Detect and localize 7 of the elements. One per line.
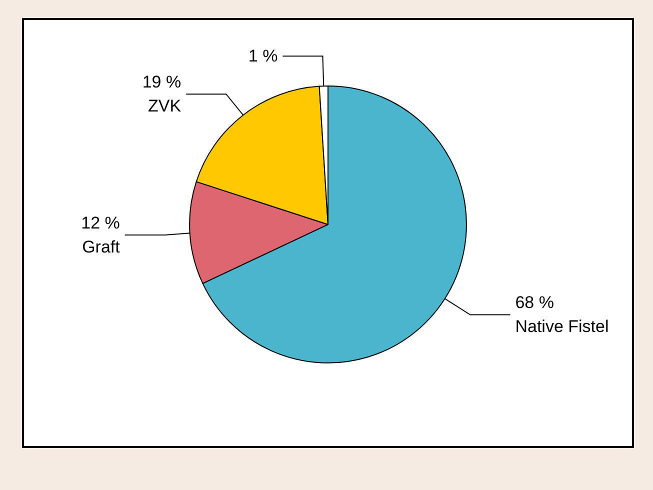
slice-label: ZVK [148, 96, 182, 116]
data-label: 19 % [142, 72, 182, 92]
slice-label: Native Fistel [515, 317, 609, 336]
slice-label: Graft [82, 238, 120, 257]
data-label: 68 % [515, 293, 554, 312]
data-label: 12 % [81, 214, 120, 233]
data-label: 1 % [248, 46, 278, 66]
